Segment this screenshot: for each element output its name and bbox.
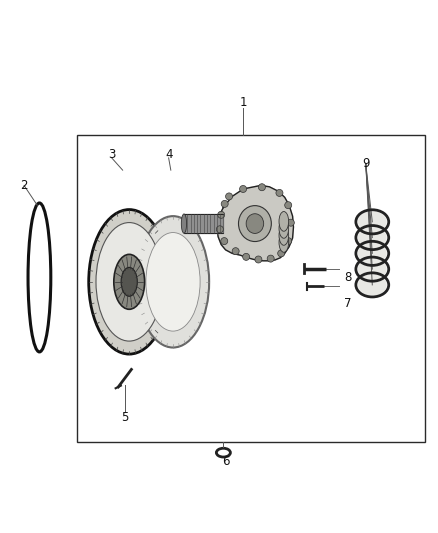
Ellipse shape	[279, 225, 289, 245]
Circle shape	[267, 255, 274, 262]
Ellipse shape	[96, 223, 162, 341]
Text: 4: 4	[165, 148, 173, 161]
Circle shape	[258, 184, 265, 191]
Text: 6: 6	[222, 455, 230, 468]
Ellipse shape	[358, 227, 387, 248]
Circle shape	[240, 185, 247, 192]
Circle shape	[285, 238, 292, 245]
Ellipse shape	[238, 206, 271, 241]
Ellipse shape	[358, 243, 387, 264]
Bar	[77, 135, 425, 442]
Ellipse shape	[114, 254, 145, 309]
Circle shape	[232, 248, 239, 255]
Ellipse shape	[121, 268, 137, 296]
Circle shape	[255, 256, 262, 263]
Ellipse shape	[246, 214, 264, 233]
Ellipse shape	[181, 214, 187, 233]
Text: 9: 9	[362, 157, 370, 170]
Circle shape	[221, 238, 228, 245]
Text: 2: 2	[20, 179, 28, 192]
Circle shape	[276, 189, 283, 197]
Text: 1: 1	[239, 96, 247, 109]
Text: 5: 5	[121, 411, 128, 424]
Circle shape	[278, 250, 285, 257]
Ellipse shape	[358, 274, 387, 295]
Text: 7: 7	[344, 297, 352, 310]
Circle shape	[285, 201, 292, 209]
Ellipse shape	[279, 219, 289, 238]
Ellipse shape	[358, 211, 387, 232]
Text: 8: 8	[345, 271, 352, 284]
Ellipse shape	[358, 259, 387, 280]
Circle shape	[226, 193, 233, 200]
Ellipse shape	[279, 232, 289, 252]
Text: 3: 3	[108, 148, 115, 161]
Ellipse shape	[88, 209, 170, 354]
Circle shape	[287, 219, 294, 226]
Ellipse shape	[146, 232, 200, 331]
Ellipse shape	[137, 216, 209, 348]
Circle shape	[243, 253, 250, 260]
Polygon shape	[217, 185, 293, 261]
Circle shape	[218, 211, 225, 219]
Circle shape	[221, 200, 228, 207]
Circle shape	[216, 226, 223, 233]
Ellipse shape	[279, 212, 289, 231]
